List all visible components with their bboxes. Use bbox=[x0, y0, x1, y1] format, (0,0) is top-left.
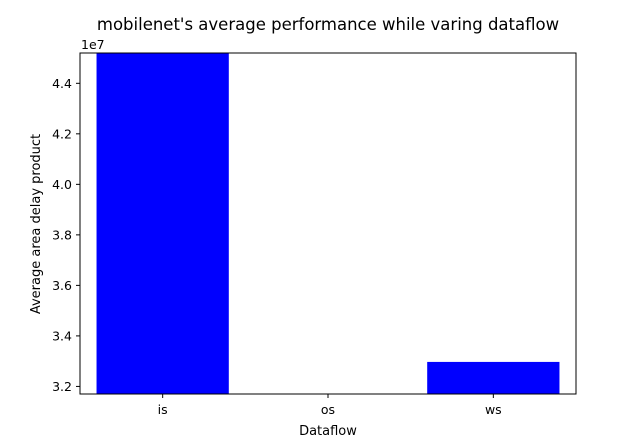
y-tick-label-3: 3.8 bbox=[52, 227, 72, 242]
y-tick-label-0: 3.2 bbox=[52, 379, 72, 394]
y-tick-label-1: 3.4 bbox=[52, 328, 72, 343]
plot-area: is os ws 3.2 3.4 3.6 3.8 4.0 4.2 4.4 bbox=[52, 52, 577, 417]
bar-ws bbox=[427, 361, 560, 394]
x-axis-label: Dataflow bbox=[299, 424, 357, 439]
y-tick-label-2: 3.6 bbox=[52, 278, 72, 293]
y-tick-label-6: 4.4 bbox=[52, 76, 72, 91]
x-tick-label-ws: ws bbox=[485, 402, 502, 417]
y-tick-label-4: 4.0 bbox=[52, 177, 72, 192]
axes-frame bbox=[79, 52, 577, 395]
y-axis-label: Average area delay product bbox=[29, 134, 44, 314]
y-tick-label-5: 4.2 bbox=[52, 126, 72, 141]
bar-is bbox=[96, 53, 229, 394]
y-axis-offset-label: 1e7 bbox=[81, 37, 105, 52]
x-tick-label-os: os bbox=[321, 402, 335, 417]
x-tick-label-is: is bbox=[158, 402, 168, 417]
chart-title: mobilenet's average performance while va… bbox=[97, 15, 559, 34]
